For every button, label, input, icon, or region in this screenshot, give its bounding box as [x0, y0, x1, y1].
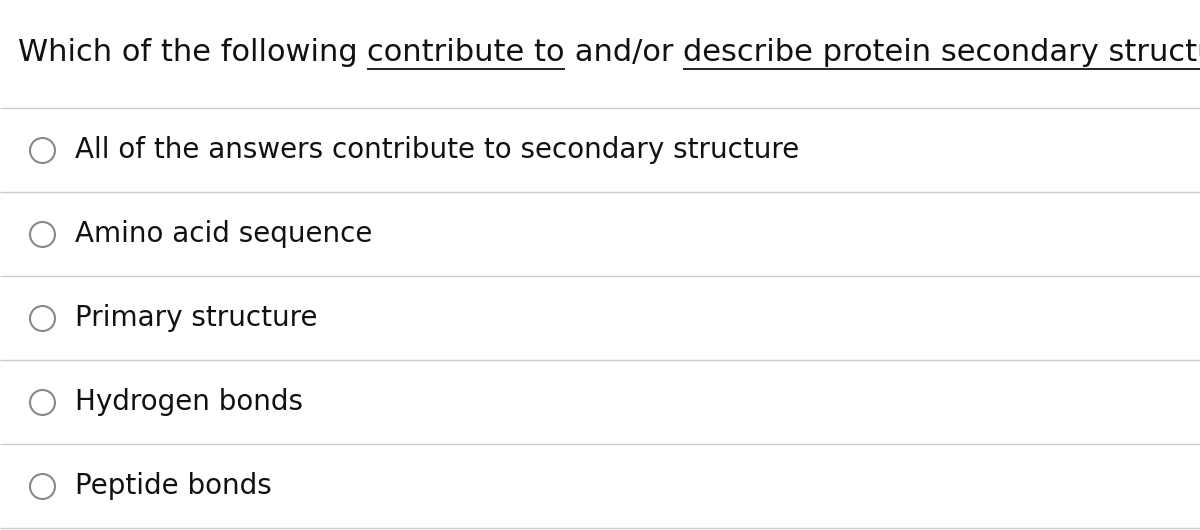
Text: Primary structure: Primary structure: [74, 304, 318, 332]
Text: Peptide bonds: Peptide bonds: [74, 472, 271, 500]
Text: Hydrogen bonds: Hydrogen bonds: [74, 388, 302, 416]
Text: Amino acid sequence: Amino acid sequence: [74, 220, 372, 248]
Text: All of the answers contribute to secondary structure: All of the answers contribute to seconda…: [74, 136, 799, 164]
Text: and/or: and/or: [565, 38, 683, 67]
Text: contribute to: contribute to: [367, 38, 565, 67]
Text: Which of the following: Which of the following: [18, 38, 367, 67]
Text: describe protein secondary structure: describe protein secondary structure: [683, 38, 1200, 67]
